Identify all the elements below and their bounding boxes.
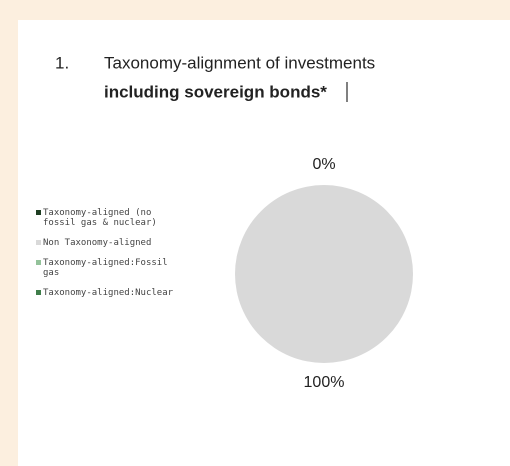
legend-label: Taxonomy-aligned:Fossil gas bbox=[43, 258, 168, 278]
legend-item: Non Taxonomy-aligned bbox=[36, 238, 186, 248]
legend-item: Taxonomy-aligned:Fossil gas bbox=[36, 258, 186, 278]
data-label: 0% bbox=[312, 156, 335, 173]
legend-label: Non Taxonomy-aligned bbox=[43, 238, 152, 248]
data-label: 100% bbox=[304, 374, 345, 391]
legend-item: Taxonomy-aligned (no fossil gas & nuclea… bbox=[36, 208, 186, 228]
legend-swatch bbox=[36, 240, 41, 245]
chart-subtitle: including sovereign bonds* bbox=[104, 82, 327, 101]
legend-label: Taxonomy-aligned (no fossil gas & nuclea… bbox=[43, 208, 157, 228]
legend: Taxonomy-aligned (no fossil gas & nuclea… bbox=[36, 208, 186, 308]
legend-item: Taxonomy-aligned:Nuclear bbox=[36, 288, 186, 298]
legend-label: Taxonomy-aligned:Nuclear bbox=[43, 288, 174, 298]
legend-swatch bbox=[36, 260, 41, 265]
title-number: 1. bbox=[55, 53, 69, 72]
chart-title: Taxonomy-alignment of investments bbox=[104, 53, 375, 72]
pie-slice bbox=[235, 185, 413, 363]
legend-swatch bbox=[36, 290, 41, 295]
legend-swatch bbox=[36, 210, 41, 215]
